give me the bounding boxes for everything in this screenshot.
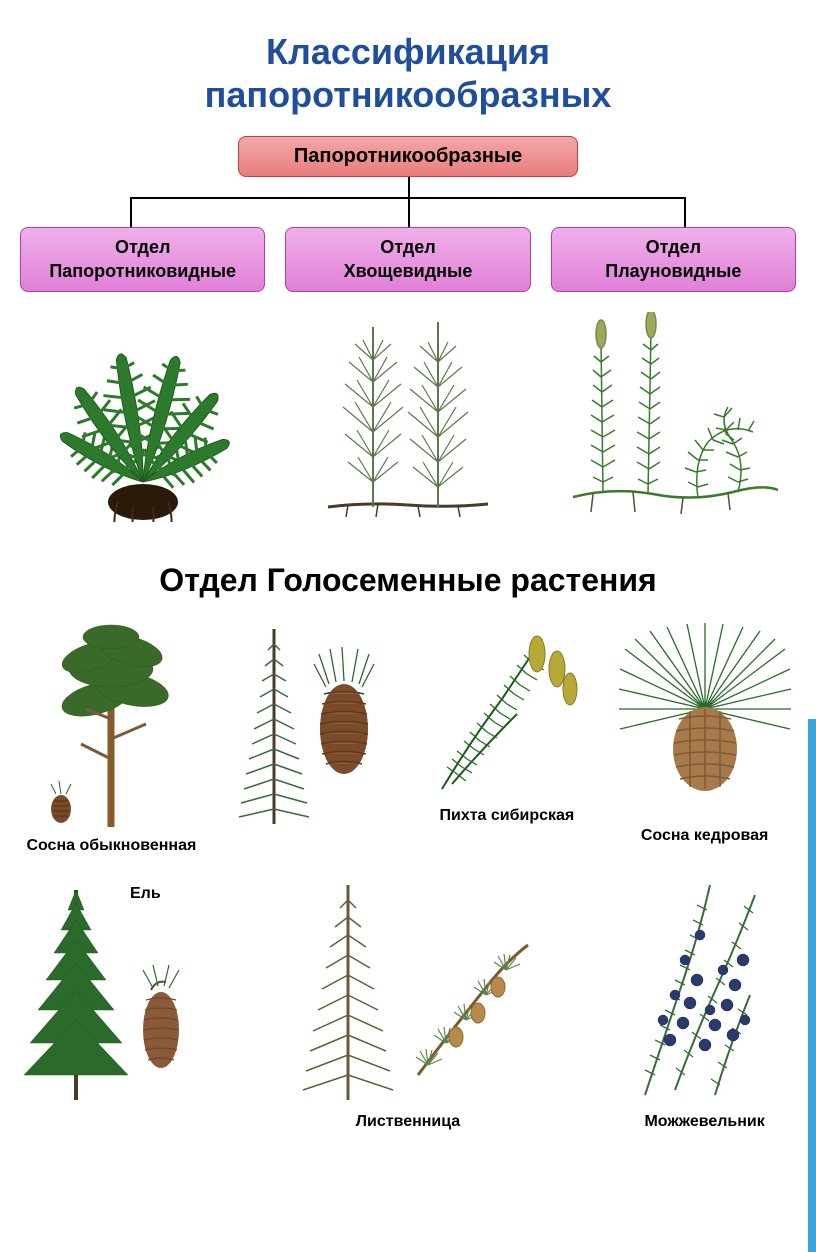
title-line-2: папоротникообразных (205, 74, 612, 115)
cedar-item: Сосна кедровая (613, 619, 796, 855)
cedar-label: Сосна кедровая (641, 827, 769, 845)
branch-row: Отдел Папоротниковидные Отдел Хвощевидны… (0, 227, 816, 292)
branch-horsetail: Отдел Хвощевидные (285, 227, 530, 292)
fern-illustrations (0, 292, 816, 532)
cedar-icon (615, 619, 795, 819)
right-accent-bar (808, 719, 816, 1252)
clubmoss-illustration (551, 312, 796, 522)
gymnosperm-grid: Сосна обыкновенная (0, 619, 816, 1131)
juniper-icon (615, 875, 795, 1105)
spruce-label: Ель (130, 885, 161, 903)
fern-illustration (20, 312, 265, 522)
pine-tree-item: Сосна обыкновенная (20, 619, 203, 855)
spruce-cone-icon (229, 619, 389, 829)
larch-item: Лиственница (218, 875, 599, 1131)
larch-label: Лиственница (356, 1113, 460, 1131)
title-line-1: Классификация (266, 31, 550, 72)
fir-label: Пихта сибирская (439, 807, 574, 825)
spruce-item: Ель (20, 875, 203, 1131)
branch-fern: Отдел Папоротниковидные (20, 227, 265, 292)
tree-connectors (0, 177, 816, 227)
main-title: Классификация папоротникообразных (0, 0, 816, 136)
horsetail-illustration (285, 312, 530, 522)
fir-item: Пихта сибирская (416, 619, 599, 855)
pine-icon (36, 619, 186, 829)
larch-icon (268, 875, 548, 1105)
fir-icon (422, 619, 592, 799)
branch-clubmoss: Отдел Плауновидные (551, 227, 796, 292)
spruce-icon (21, 875, 201, 1105)
juniper-label: Можжевельник (644, 1113, 764, 1131)
pine-label: Сосна обыкновенная (26, 837, 196, 855)
section-2-title: Отдел Голосеменные растения (0, 532, 816, 619)
root-label: Папоротникообразные (294, 145, 522, 167)
juniper-item: Можжевельник (613, 875, 796, 1131)
root-node: Папоротникообразные (238, 136, 578, 177)
cone-branch-item (218, 619, 401, 855)
